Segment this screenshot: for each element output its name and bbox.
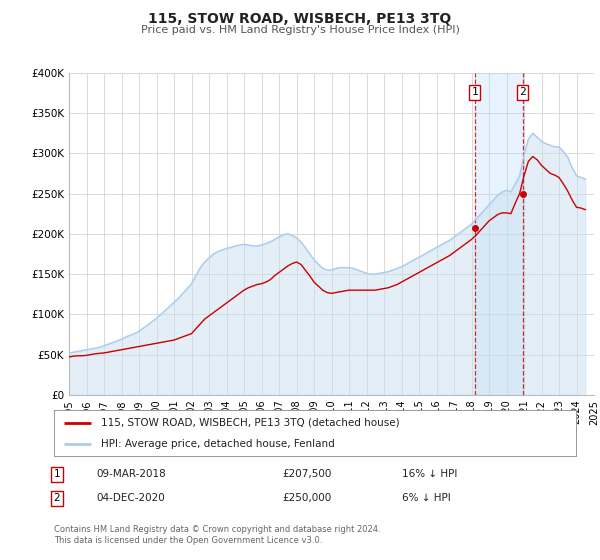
Text: 2: 2: [519, 87, 526, 97]
Text: 04-DEC-2020: 04-DEC-2020: [96, 493, 165, 503]
Bar: [475, 73, 523, 395]
Text: 115, STOW ROAD, WISBECH, PE13 3TQ (detached house): 115, STOW ROAD, WISBECH, PE13 3TQ (detac…: [101, 418, 400, 428]
Text: HPI: Average price, detached house, Fenland: HPI: Average price, detached house, Fenl…: [101, 439, 335, 449]
Text: Contains HM Land Registry data © Crown copyright and database right 2024.
This d: Contains HM Land Registry data © Crown c…: [54, 525, 380, 545]
Text: 2: 2: [53, 493, 61, 503]
Text: £250,000: £250,000: [282, 493, 331, 503]
Text: 115, STOW ROAD, WISBECH, PE13 3TQ: 115, STOW ROAD, WISBECH, PE13 3TQ: [148, 12, 452, 26]
Text: £207,500: £207,500: [282, 469, 331, 479]
Text: 6% ↓ HPI: 6% ↓ HPI: [402, 493, 451, 503]
Text: 09-MAR-2018: 09-MAR-2018: [96, 469, 166, 479]
Text: 1: 1: [53, 469, 61, 479]
Text: 1: 1: [471, 87, 478, 97]
Text: 16% ↓ HPI: 16% ↓ HPI: [402, 469, 457, 479]
Text: Price paid vs. HM Land Registry's House Price Index (HPI): Price paid vs. HM Land Registry's House …: [140, 25, 460, 35]
